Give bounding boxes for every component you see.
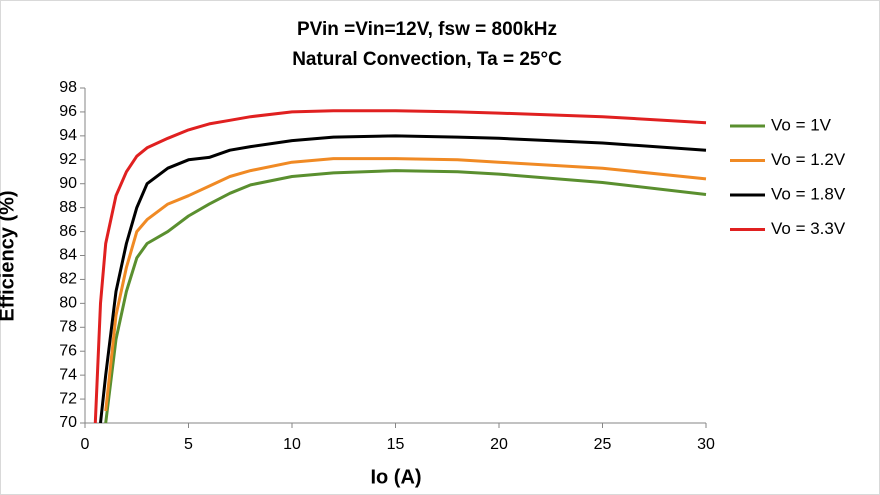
y-tick-label: 94 <box>59 127 77 144</box>
legend-label: Vo = 1V <box>771 115 832 134</box>
x-tick-label: 0 <box>81 436 90 453</box>
y-tick-label: 88 <box>59 199 77 216</box>
y-axis-label: Efficiency (%) <box>0 190 18 321</box>
y-tick-label: 74 <box>59 366 77 383</box>
x-tick-label: 25 <box>594 436 612 453</box>
x-tick-label: 5 <box>184 436 193 453</box>
series-line <box>104 157 707 412</box>
x-tick-label: 30 <box>697 436 715 453</box>
x-axis-label: Io (A) <box>370 466 421 488</box>
y-tick-label: 72 <box>59 390 77 407</box>
y-tick-label: 82 <box>59 271 77 288</box>
y-tick-label: 92 <box>59 151 77 168</box>
legend-label: Vo = 1.8V <box>771 184 846 203</box>
legend-label: Vo = 1.2V <box>771 150 846 169</box>
x-tick-label: 15 <box>387 436 405 453</box>
y-tick-label: 96 <box>59 103 77 120</box>
series-line <box>99 134 707 424</box>
chart-title: PVin =Vin=12V, fsw = 800kHz <box>297 19 557 40</box>
series-line <box>104 169 707 424</box>
series-line <box>93 109 707 424</box>
y-tick-label: 76 <box>59 342 77 359</box>
x-tick-label: 10 <box>283 436 301 453</box>
y-tick-label: 84 <box>59 247 77 264</box>
y-tick-label: 86 <box>59 223 77 240</box>
chart-subtitle: Natural Convection, Ta = 25°C <box>292 49 562 70</box>
x-tick-label: 20 <box>490 436 508 453</box>
legend-label: Vo = 3.3V <box>771 219 846 238</box>
y-tick-label: 70 <box>59 414 77 431</box>
y-tick-label: 78 <box>59 319 77 336</box>
y-tick-label: 80 <box>59 295 77 312</box>
y-tick-label: 98 <box>59 79 77 96</box>
y-tick-label: 90 <box>59 175 77 192</box>
